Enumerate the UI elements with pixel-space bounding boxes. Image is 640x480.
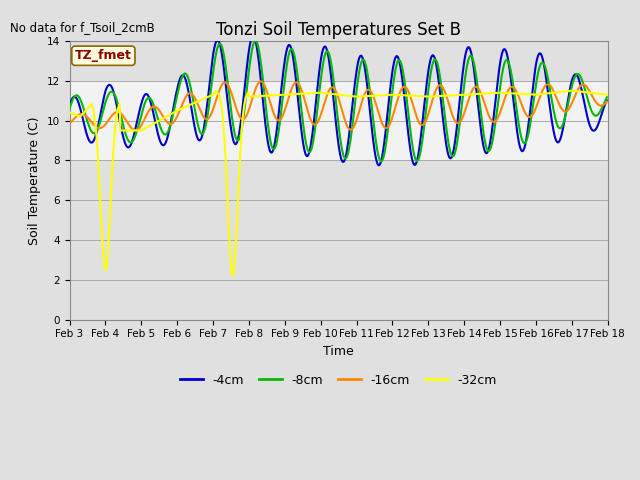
- Y-axis label: Soil Temperature (C): Soil Temperature (C): [28, 116, 41, 245]
- Title: Tonzi Soil Temperatures Set B: Tonzi Soil Temperatures Set B: [216, 21, 461, 39]
- Bar: [70, 81, 607, 160]
- Legend: -4cm, -8cm, -16cm, -32cm: -4cm, -8cm, -16cm, -32cm: [175, 369, 502, 392]
- Text: TZ_fmet: TZ_fmet: [75, 49, 132, 62]
- X-axis label: Time: Time: [323, 345, 354, 358]
- Text: No data for f_Tsoil_2cmB: No data for f_Tsoil_2cmB: [10, 21, 155, 35]
